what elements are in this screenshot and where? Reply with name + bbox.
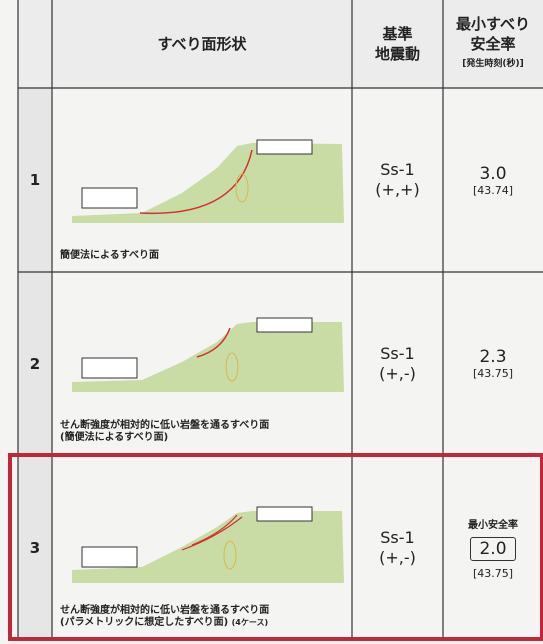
header-motion: 基準 地震動 (352, 0, 443, 88)
row-number: 3 (29, 538, 41, 557)
caption: 簡便法によるすべり面 (60, 250, 159, 261)
motion-sign: (+,-) (379, 547, 416, 567)
header-factor-line: 最小すべり (456, 15, 530, 33)
header-motion-line: 基準 (382, 25, 413, 43)
safety-factor: 3.0 (479, 163, 507, 184)
slope-diagram-1 (72, 139, 344, 223)
caption: せん断強度が相対的に低い岩盤を通るすべり面 (簡便法によるすべり面) (60, 420, 269, 444)
motion-sign: (+,+) (375, 180, 420, 199)
factor: 2.3 [43.75] (443, 272, 543, 455)
slope-diagram-2 (72, 317, 344, 392)
header-factor-sub: [発生時刻(秒)] (462, 59, 524, 69)
motion: Ss-1 (+,+) (352, 88, 443, 272)
caption-line: (簡便法によるすべり面) (60, 432, 169, 443)
caption-note: (4ケース) (231, 618, 269, 627)
caption-line: せん断強度が相対的に低い岩盤を通るすべり面 (60, 605, 270, 616)
motion: Ss-1 (+,-) (352, 272, 443, 455)
motion-name: Ss-1 (380, 343, 415, 363)
time: [43.75] (472, 367, 514, 380)
time: [43.74] (472, 183, 514, 197)
safety-factor: 2.3 (479, 347, 507, 367)
row-number: 1 (29, 171, 41, 189)
slope-diagram-3 (72, 506, 344, 583)
header-shape: すべり面形状 (157, 35, 247, 53)
row-number: 2 (29, 354, 41, 373)
factor: 最小安全率 2.0 [43.75] (443, 455, 543, 640)
min-label: 最小安全率 (468, 519, 518, 531)
motion-name: Ss-1 (380, 527, 415, 547)
header-factor: 最小すべり 安全率 [発生時刻(秒)] (443, 0, 543, 88)
header-motion-line: 地震動 (374, 45, 420, 63)
caption: せん断強度が相対的に低い岩盤を通るすべり面 (パラメトリックに想定したすべり面) … (60, 605, 269, 629)
caption-line: (パラメトリックに想定したすべり面) (60, 617, 229, 628)
motion-sign: (+,-) (379, 363, 416, 383)
time: [43.75] (472, 566, 514, 580)
caption-line: せん断強度が相対的に低い岩盤を通るすべり面 (60, 420, 270, 431)
motion-name: Ss-1 (380, 160, 415, 179)
header-factor-line: 安全率 (470, 35, 516, 53)
safety-factor: 2.0 (470, 536, 516, 561)
factor: 3.0 [43.74] (443, 88, 543, 272)
motion: Ss-1 (+,-) (352, 455, 443, 640)
